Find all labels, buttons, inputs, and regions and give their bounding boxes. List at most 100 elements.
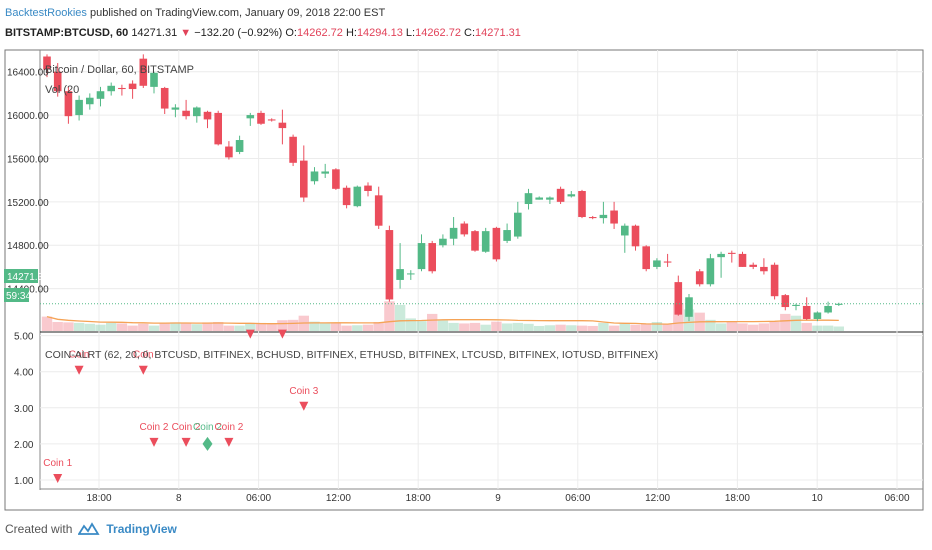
- volume-bar: [191, 324, 202, 331]
- candle-body: [535, 197, 543, 200]
- volume-bar: [758, 323, 770, 331]
- volume-bar: [63, 322, 74, 331]
- candle-body: [139, 58, 148, 86]
- low-label: L:: [405, 27, 416, 39]
- volume-bar: [266, 323, 277, 331]
- candle-body: [428, 243, 436, 272]
- candle-body: [214, 112, 222, 145]
- candle-body: [802, 305, 811, 319]
- indicator-tick-label: 5.00: [14, 332, 34, 343]
- candle-body: [182, 110, 190, 117]
- alert-marker-down: [74, 365, 84, 375]
- time-tick-label: 12:00: [645, 493, 670, 504]
- candle-body: [321, 171, 329, 174]
- volume-bar: [812, 325, 823, 331]
- volume-bar: [780, 313, 791, 331]
- candle-body: [588, 217, 597, 219]
- candle-body: [514, 212, 522, 237]
- time-tick-label: 06:00: [246, 493, 271, 504]
- alert-marker-up: [202, 436, 213, 451]
- candle-body: [770, 264, 779, 297]
- candle-body: [225, 146, 233, 158]
- volume-bar: [437, 320, 449, 331]
- last-price-tag-text: 14271.31: [7, 272, 49, 283]
- candle-body: [396, 269, 404, 280]
- volume-bar: [52, 322, 63, 331]
- volume-bar: [726, 322, 737, 331]
- indicator-scale: 5.00 4.00 3.00 2.00 1.00: [14, 332, 34, 487]
- volume-bar: [448, 322, 459, 331]
- low-value: 14262.72: [415, 27, 461, 39]
- candle-body: [642, 246, 650, 270]
- author-link[interactable]: BacktestRookies: [5, 7, 87, 19]
- price-tick-label: 16000.00: [7, 111, 49, 122]
- candle-body: [524, 193, 533, 205]
- volume-bar: [84, 323, 95, 331]
- volume-bar: [138, 323, 149, 331]
- time-tick-label: 18:00: [86, 493, 111, 504]
- candle-body: [706, 258, 715, 285]
- candle-body: [738, 253, 747, 267]
- volume-bar: [416, 321, 427, 331]
- candle-body: [567, 194, 576, 197]
- volume-bar: [737, 323, 748, 331]
- created-with-text: Created with: [5, 522, 73, 536]
- volume-bar: [202, 322, 213, 331]
- candle-body: [332, 169, 340, 189]
- candle-body: [385, 230, 394, 300]
- candle-body: [610, 210, 618, 224]
- candle-body: [471, 231, 479, 251]
- candle-body: [203, 111, 212, 120]
- volume-bar: [427, 313, 438, 331]
- candle-body: [53, 71, 62, 92]
- candle-body: [278, 122, 287, 129]
- volume-bar: [523, 323, 534, 331]
- candle-body: [64, 91, 73, 117]
- volume-bar: [534, 325, 545, 331]
- time-tick-label: 18:00: [406, 493, 431, 504]
- alert-marker-down: [181, 437, 191, 447]
- volume-bar: [234, 325, 245, 331]
- candle-body: [460, 223, 469, 235]
- volume-bar: [822, 325, 834, 331]
- open-value: 14262.72: [296, 27, 343, 39]
- volume-bar: [373, 322, 384, 331]
- symbol-label: BITSTAMP:BTCUSD, 60: [5, 27, 129, 39]
- candle-body: [257, 112, 265, 124]
- volume-bar: [608, 325, 620, 331]
- price-change: −132.20 (−0.92%): [194, 27, 283, 39]
- alert-marker-label: Coin 2: [214, 422, 243, 433]
- volume-bar: [673, 303, 684, 331]
- alert-marker-label: Coin 1: [43, 458, 72, 469]
- chart-border: [4, 49, 924, 511]
- candle-body: [685, 297, 693, 317]
- price-tick-label: 15600.00: [7, 154, 49, 165]
- volume-bar: [320, 322, 331, 331]
- volume-bar: [330, 322, 342, 331]
- volume-bar: [512, 322, 523, 331]
- volume-bar: [459, 323, 470, 331]
- candle-body: [193, 107, 201, 117]
- alert-marker-down: [299, 401, 309, 411]
- volume-bar: [587, 325, 598, 331]
- candle-body: [374, 195, 383, 226]
- volume-bar: [41, 316, 53, 331]
- candle-body: [246, 115, 255, 119]
- symbol-bar: BITSTAMP:BTCUSD, 60 14271.31 ▼ −132.20 (…: [5, 27, 521, 39]
- volume-bar: [566, 325, 577, 331]
- volume-bar: [148, 325, 160, 331]
- candle-body: [481, 231, 490, 252]
- candle-body: [118, 87, 126, 90]
- candle-body: [717, 253, 725, 258]
- alert-marker-label: Coin: [69, 350, 90, 361]
- candle-body: [417, 243, 426, 270]
- volume-bar: [170, 322, 181, 331]
- candle-body: [631, 225, 640, 247]
- candle-body: [128, 83, 137, 90]
- alert-marker-label: Coin 2: [193, 422, 222, 433]
- publish-info: BacktestRookies published on TradingView…: [5, 7, 385, 19]
- alert-marker-down: [224, 437, 234, 447]
- tradingview-brand[interactable]: TradingView: [106, 522, 177, 536]
